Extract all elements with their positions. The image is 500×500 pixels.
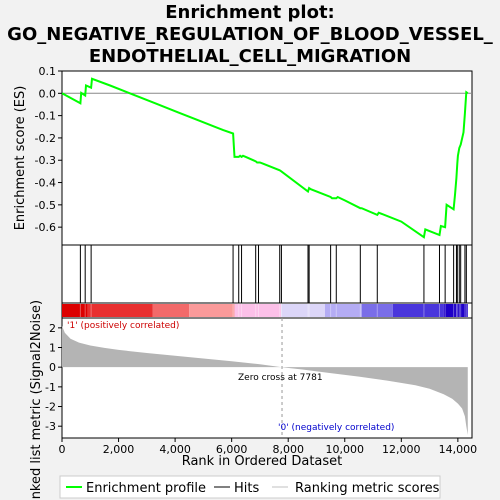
- ranking-metric-area: [62, 325, 468, 435]
- legend-hits-label: Hits: [234, 481, 259, 496]
- x-axis-label: Rank in Ordered Dataset: [182, 454, 343, 469]
- heatmap-segment: [392, 304, 444, 317]
- x-tick-label: 6,000: [216, 443, 248, 456]
- es-ytick-label: -0.3: [35, 154, 56, 167]
- metric-ylabel: Ranked list metric (Signal2Noise): [29, 300, 44, 500]
- hit-lines: [79, 245, 467, 303]
- metric-ytick-label: 0: [49, 361, 56, 374]
- heatmap-segment: [443, 304, 468, 317]
- es-ylabel: Enrichment score (ES): [13, 86, 28, 231]
- heatmap-segment: [87, 304, 153, 317]
- metric-yticks: 2 1 0 -1 -2 -3: [45, 322, 62, 433]
- es-ytick-label: -0.5: [35, 199, 56, 212]
- metric-ytick-label: -3: [45, 420, 56, 433]
- es-plot-area: [61, 70, 473, 246]
- rank-heatmap: [61, 302, 473, 319]
- metric-ytick-label: 2: [49, 322, 56, 335]
- es-ytick-label: -0.6: [35, 221, 56, 234]
- title: Enrichment plot: GO_NEGATIVE_REGULATION_…: [7, 2, 493, 67]
- heatmap-segment: [62, 304, 88, 317]
- negative-label: '0' (negatively correlated): [278, 423, 394, 433]
- metric-panel: 2 1 0 -1 -2 -3 '1' (positively correlated) '0…: [29, 300, 473, 500]
- x-tick-label: 0: [59, 443, 66, 456]
- title-line-2: GO_NEGATIVE_REGULATION_OF_BLOOD_VESSEL_: [7, 24, 493, 45]
- heatmap-segment: [234, 304, 282, 317]
- metric-ytick-label: -2: [45, 401, 56, 414]
- es-yticks: 0.1 0.0 -0.1 -0.2 -0.3 -0.4 -0.5 -0.6: [35, 65, 62, 234]
- x-tick-label: 10,000: [326, 443, 365, 456]
- heatmap-segments: [62, 304, 468, 317]
- heatmap-segment: [281, 304, 325, 317]
- x-tick-label: 2,000: [103, 443, 135, 456]
- zero-cross-label: Zero cross at 7781: [238, 373, 323, 383]
- title-line-1: Enrichment plot:: [165, 2, 335, 23]
- hits-panel: [61, 244, 473, 304]
- hits-area: [61, 244, 473, 304]
- x-tick-label: 4,000: [159, 443, 191, 456]
- x-axis-ticks: 0 2,000 4,000 6,000 8,000 10,000 12,000 14,000: [59, 438, 478, 456]
- title-line-3: ENDOTHELIAL_CELL_MIGRATION: [89, 46, 411, 67]
- positive-label: '1' (positively correlated): [67, 321, 179, 331]
- es-panel: 0.1 0.0 -0.1 -0.2 -0.3 -0.4 -0.5 -0.6 Enrichmen…: [13, 65, 473, 246]
- heatmap-segment: [324, 304, 362, 317]
- es-ytick-label: -0.2: [35, 132, 56, 145]
- legend-enrichment-label: Enrichment profile: [86, 481, 206, 496]
- es-ytick-label: -0.4: [35, 177, 56, 190]
- heatmap-segment: [189, 304, 235, 317]
- es-ytick-label: -0.1: [35, 110, 56, 123]
- legend: Enrichment profile Hits Ranking metric s…: [59, 475, 441, 499]
- metric-ytick-label: -1: [45, 381, 56, 394]
- es-ytick-label: 0.1: [39, 65, 57, 78]
- x-tick-label: 8,000: [272, 443, 304, 456]
- es-ytick-label: 0.0: [39, 87, 57, 100]
- heatmap-segment: [361, 304, 393, 317]
- legend-metric-label: Ranking metric scores: [295, 481, 440, 496]
- metric-ytick-label: 1: [49, 342, 56, 355]
- x-tick-label: 12,000: [382, 443, 421, 456]
- legend-box: [59, 475, 441, 499]
- heatmap-segment: [152, 304, 190, 317]
- x-tick-label: 14,000: [439, 443, 478, 456]
- enrichment-profile-line: [61, 77, 469, 239]
